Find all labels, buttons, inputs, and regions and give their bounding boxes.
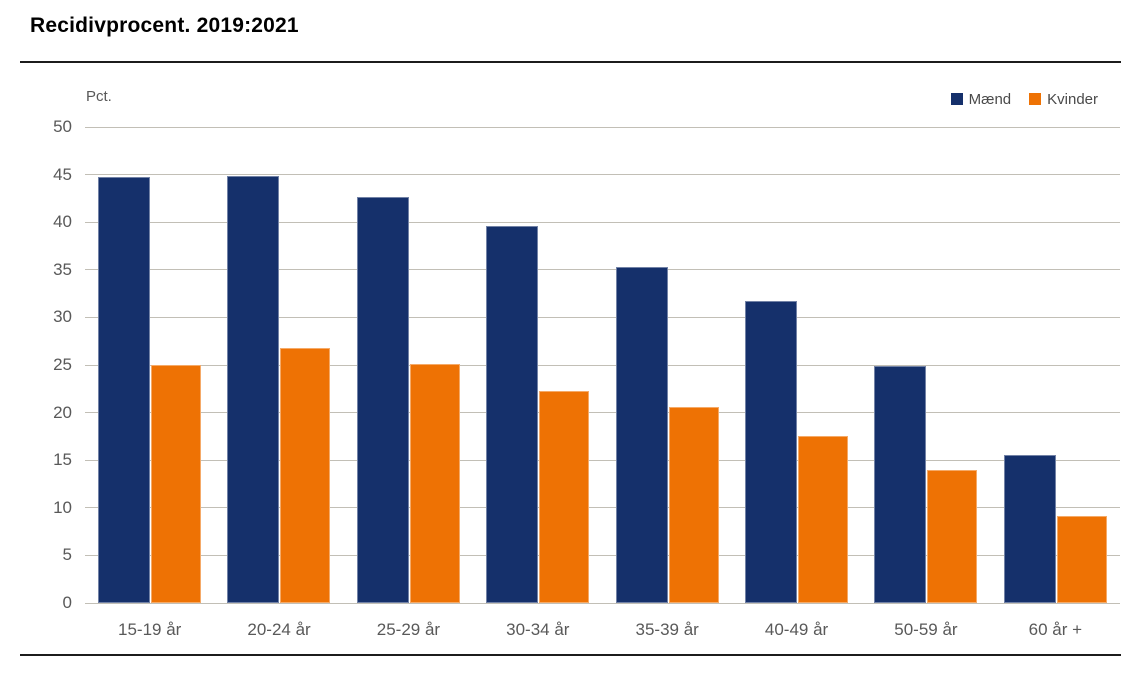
plot-area [85, 126, 1120, 604]
bar-kvinder [927, 469, 978, 603]
y-tick-label: 25 [53, 355, 72, 374]
y-tick-label: 15 [53, 450, 72, 470]
y-tick-label: 0 [62, 593, 72, 612]
bar-maend [615, 266, 668, 603]
bar-kvinder [539, 390, 590, 603]
bar-maend [486, 226, 539, 603]
bar-kvinder [151, 365, 201, 603]
bar-group [732, 127, 861, 603]
y-tick-label: 5 [62, 545, 72, 565]
y-tick-label: 40 [53, 212, 72, 232]
bottom-divider [20, 654, 1121, 656]
bar-group [214, 127, 343, 603]
bar-kvinder [409, 364, 460, 603]
bar-maend [98, 176, 150, 603]
bar-group [603, 127, 732, 603]
x-axis-label: 50-59 år [894, 620, 958, 639]
y-tick-label: 50 [53, 117, 72, 136]
y-tick-label: 10 [53, 497, 72, 517]
gridline [85, 126, 1120, 128]
gridline [85, 459, 1120, 461]
bar-group [861, 127, 990, 603]
gridline [85, 316, 1120, 318]
legend-label-kvinder: Kvinder [1047, 90, 1098, 108]
bar-maend [1003, 455, 1056, 603]
gridline [85, 174, 1120, 176]
bar-group [85, 127, 214, 603]
bar-maend [874, 365, 927, 603]
y-tick-label: 20 [53, 402, 72, 422]
gridline [85, 507, 1120, 509]
bar-kvinder [668, 406, 719, 603]
x-axis-label: 30-34 år [506, 620, 570, 639]
bar-kvinder [797, 436, 848, 603]
y-tick-label: 45 [53, 164, 72, 184]
x-axis-label: 20-24 år [247, 620, 311, 639]
gridline [85, 364, 1120, 366]
bar-kvinder [1056, 516, 1107, 603]
x-axis-label: 25-29 år [376, 620, 441, 639]
x-axis-label: 15-19 år [118, 620, 182, 639]
y-axis-unit-label: Pct. [86, 88, 112, 105]
legend-label-maend: Mænd [968, 90, 1012, 108]
legend-swatch-kvinder-icon [1029, 93, 1042, 105]
bar-group [473, 127, 602, 603]
bar-maend [227, 175, 280, 603]
legend-item-kvinder: Kvinder [1029, 91, 1098, 108]
gridline [85, 554, 1120, 556]
bar-maend [356, 196, 409, 603]
bar-group [344, 127, 473, 603]
y-tick-label: 35 [53, 259, 72, 279]
y-tick-label: 30 [53, 307, 72, 327]
chart-title: Recidivprocent. 2019:2021 [30, 14, 299, 37]
bar-group [991, 127, 1120, 603]
bar-kvinder [280, 347, 331, 603]
legend-item-maend: Mænd [950, 90, 1012, 108]
legend: Mænd Kvinder [950, 88, 1098, 110]
gridline [85, 412, 1120, 414]
legend-swatch-maend-icon [950, 93, 963, 105]
x-axis-label: 40-49 år [764, 620, 829, 639]
x-axis-label: 60 år + [1028, 620, 1083, 639]
gridline [85, 269, 1120, 271]
gridline [85, 221, 1120, 223]
gridline [85, 602, 1120, 604]
title-divider [20, 61, 1121, 63]
x-axis-label: 35-39 år [635, 620, 699, 639]
bar-maend [744, 301, 797, 603]
